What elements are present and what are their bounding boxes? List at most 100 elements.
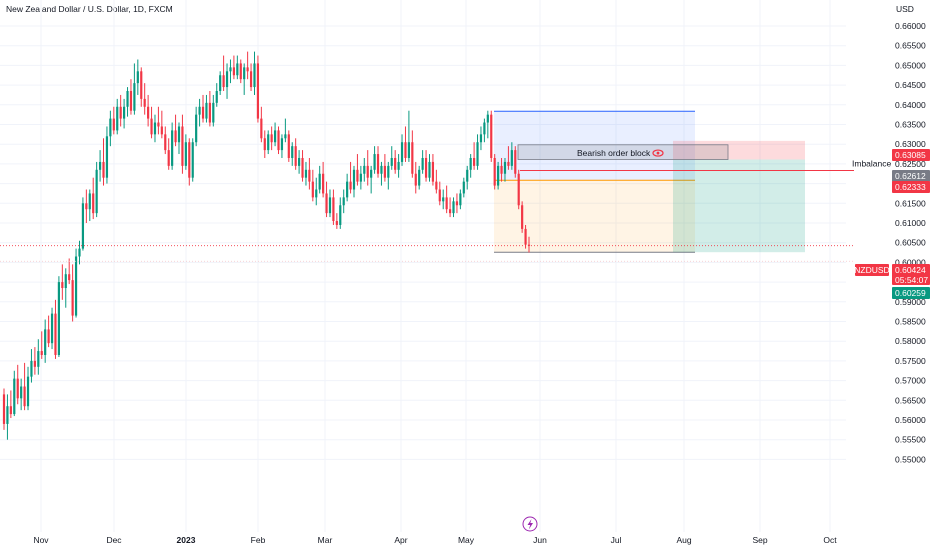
candle-body	[424, 157, 428, 178]
candle-body	[490, 114, 493, 158]
imbalance-label: Imbalance	[852, 158, 891, 168]
price-tick-label: 0.58500	[895, 317, 926, 327]
candle-body	[133, 83, 136, 111]
candle-body	[167, 150, 170, 166]
candle-body	[54, 313, 57, 355]
stop-loss-zone	[673, 140, 805, 160]
candle-body	[270, 134, 273, 143]
candle-body	[2, 394, 6, 424]
candle-body	[150, 118, 153, 135]
candle-body	[160, 126, 163, 135]
candle-body	[428, 161, 431, 178]
candle-body	[191, 142, 194, 178]
price-tick-label: 0.57000	[895, 376, 926, 386]
candle-body	[181, 126, 184, 166]
candle-body	[47, 329, 50, 344]
order-block-label: Bearish order block	[577, 148, 651, 158]
candle-body	[431, 161, 435, 182]
candle-body	[37, 351, 40, 367]
candle-body	[438, 189, 441, 202]
candle-body	[219, 75, 222, 92]
price-tick-label: 0.65000	[895, 60, 926, 70]
price-tick-label: 0.63000	[895, 139, 926, 149]
price-tick-label: 0.60500	[895, 238, 926, 248]
eye-icon-pupil	[656, 151, 660, 155]
candle-body	[164, 134, 167, 151]
candle-body	[95, 169, 98, 214]
price-tick-label: 0.55000	[895, 454, 926, 464]
price-tag-value: 0.62333	[895, 182, 926, 192]
candle-body	[50, 313, 54, 344]
candle-body	[225, 71, 229, 88]
candle-body	[339, 205, 342, 225]
candle-body	[267, 134, 270, 151]
candle-body	[273, 130, 277, 143]
price-tag-value: 0.60259	[895, 288, 926, 298]
candle-body	[356, 169, 359, 182]
candle-body	[98, 161, 102, 170]
candle-body	[195, 114, 198, 143]
candle-body	[486, 114, 489, 123]
drawing-zones	[494, 110, 805, 253]
price-tick-label: 0.60000	[895, 257, 926, 267]
candle-body	[6, 406, 9, 424]
candle-body	[472, 157, 476, 166]
candle-body	[85, 203, 88, 210]
candle-body	[243, 67, 246, 80]
candle-body	[109, 118, 112, 137]
chart-title: New Zealand Dollar / U.S. Dollar, 1D, FX…	[6, 4, 173, 14]
candle-body	[208, 102, 211, 123]
candle-body	[40, 351, 43, 355]
candle-body	[212, 102, 215, 123]
candle-body	[232, 67, 236, 76]
candle-body	[68, 274, 71, 281]
candle-body	[277, 130, 280, 151]
candle-body	[493, 157, 496, 186]
candle-body	[459, 193, 462, 206]
candle-body	[126, 91, 129, 107]
candle-body	[390, 157, 393, 166]
candle-body	[373, 154, 376, 170]
candle-body	[479, 134, 483, 143]
candle-body	[147, 106, 150, 119]
candle-body	[253, 63, 256, 88]
candle-body	[153, 122, 157, 135]
time-tick-label: Feb	[251, 535, 266, 545]
candle-body	[366, 165, 369, 178]
candle-body	[9, 406, 12, 415]
candle-body	[332, 197, 335, 222]
candle-body	[455, 201, 459, 206]
candle-body	[229, 67, 232, 72]
price-scale-currency: USD	[896, 4, 914, 14]
candle-body	[57, 282, 61, 355]
price-tag-value: 0.63085	[895, 150, 926, 160]
candle-body	[20, 386, 23, 399]
candle-body	[284, 134, 287, 139]
candle-body	[517, 173, 520, 206]
candle-body	[184, 142, 187, 166]
time-tick-label: Mar	[318, 535, 333, 545]
symbol-tag-label: NZDUSD	[854, 265, 889, 275]
candle-body	[260, 118, 263, 139]
candle-body	[122, 106, 126, 119]
candle-body	[78, 248, 81, 257]
time-tick-label: May	[458, 535, 475, 545]
candle-body	[201, 106, 205, 119]
candle-body	[177, 126, 181, 143]
candle-body	[140, 71, 143, 99]
lightning-icon[interactable]	[522, 516, 538, 532]
candle-body	[287, 134, 290, 158]
candle-body	[23, 386, 26, 407]
candle-body	[352, 169, 356, 190]
price-tag	[892, 149, 930, 161]
price-axis: 0.66000 0.65500 0.65000 0.64500 0.64000 0.635…	[895, 21, 926, 464]
eye-icon-outline	[652, 149, 664, 157]
price-tick-label: 0.58000	[895, 336, 926, 346]
candle-body	[510, 150, 513, 166]
candle-body	[116, 106, 119, 131]
candle-body	[414, 173, 417, 186]
countdown-label: 05:54:07	[895, 275, 928, 285]
candle-body	[263, 138, 266, 151]
time-tick-label: Aug	[676, 535, 691, 545]
